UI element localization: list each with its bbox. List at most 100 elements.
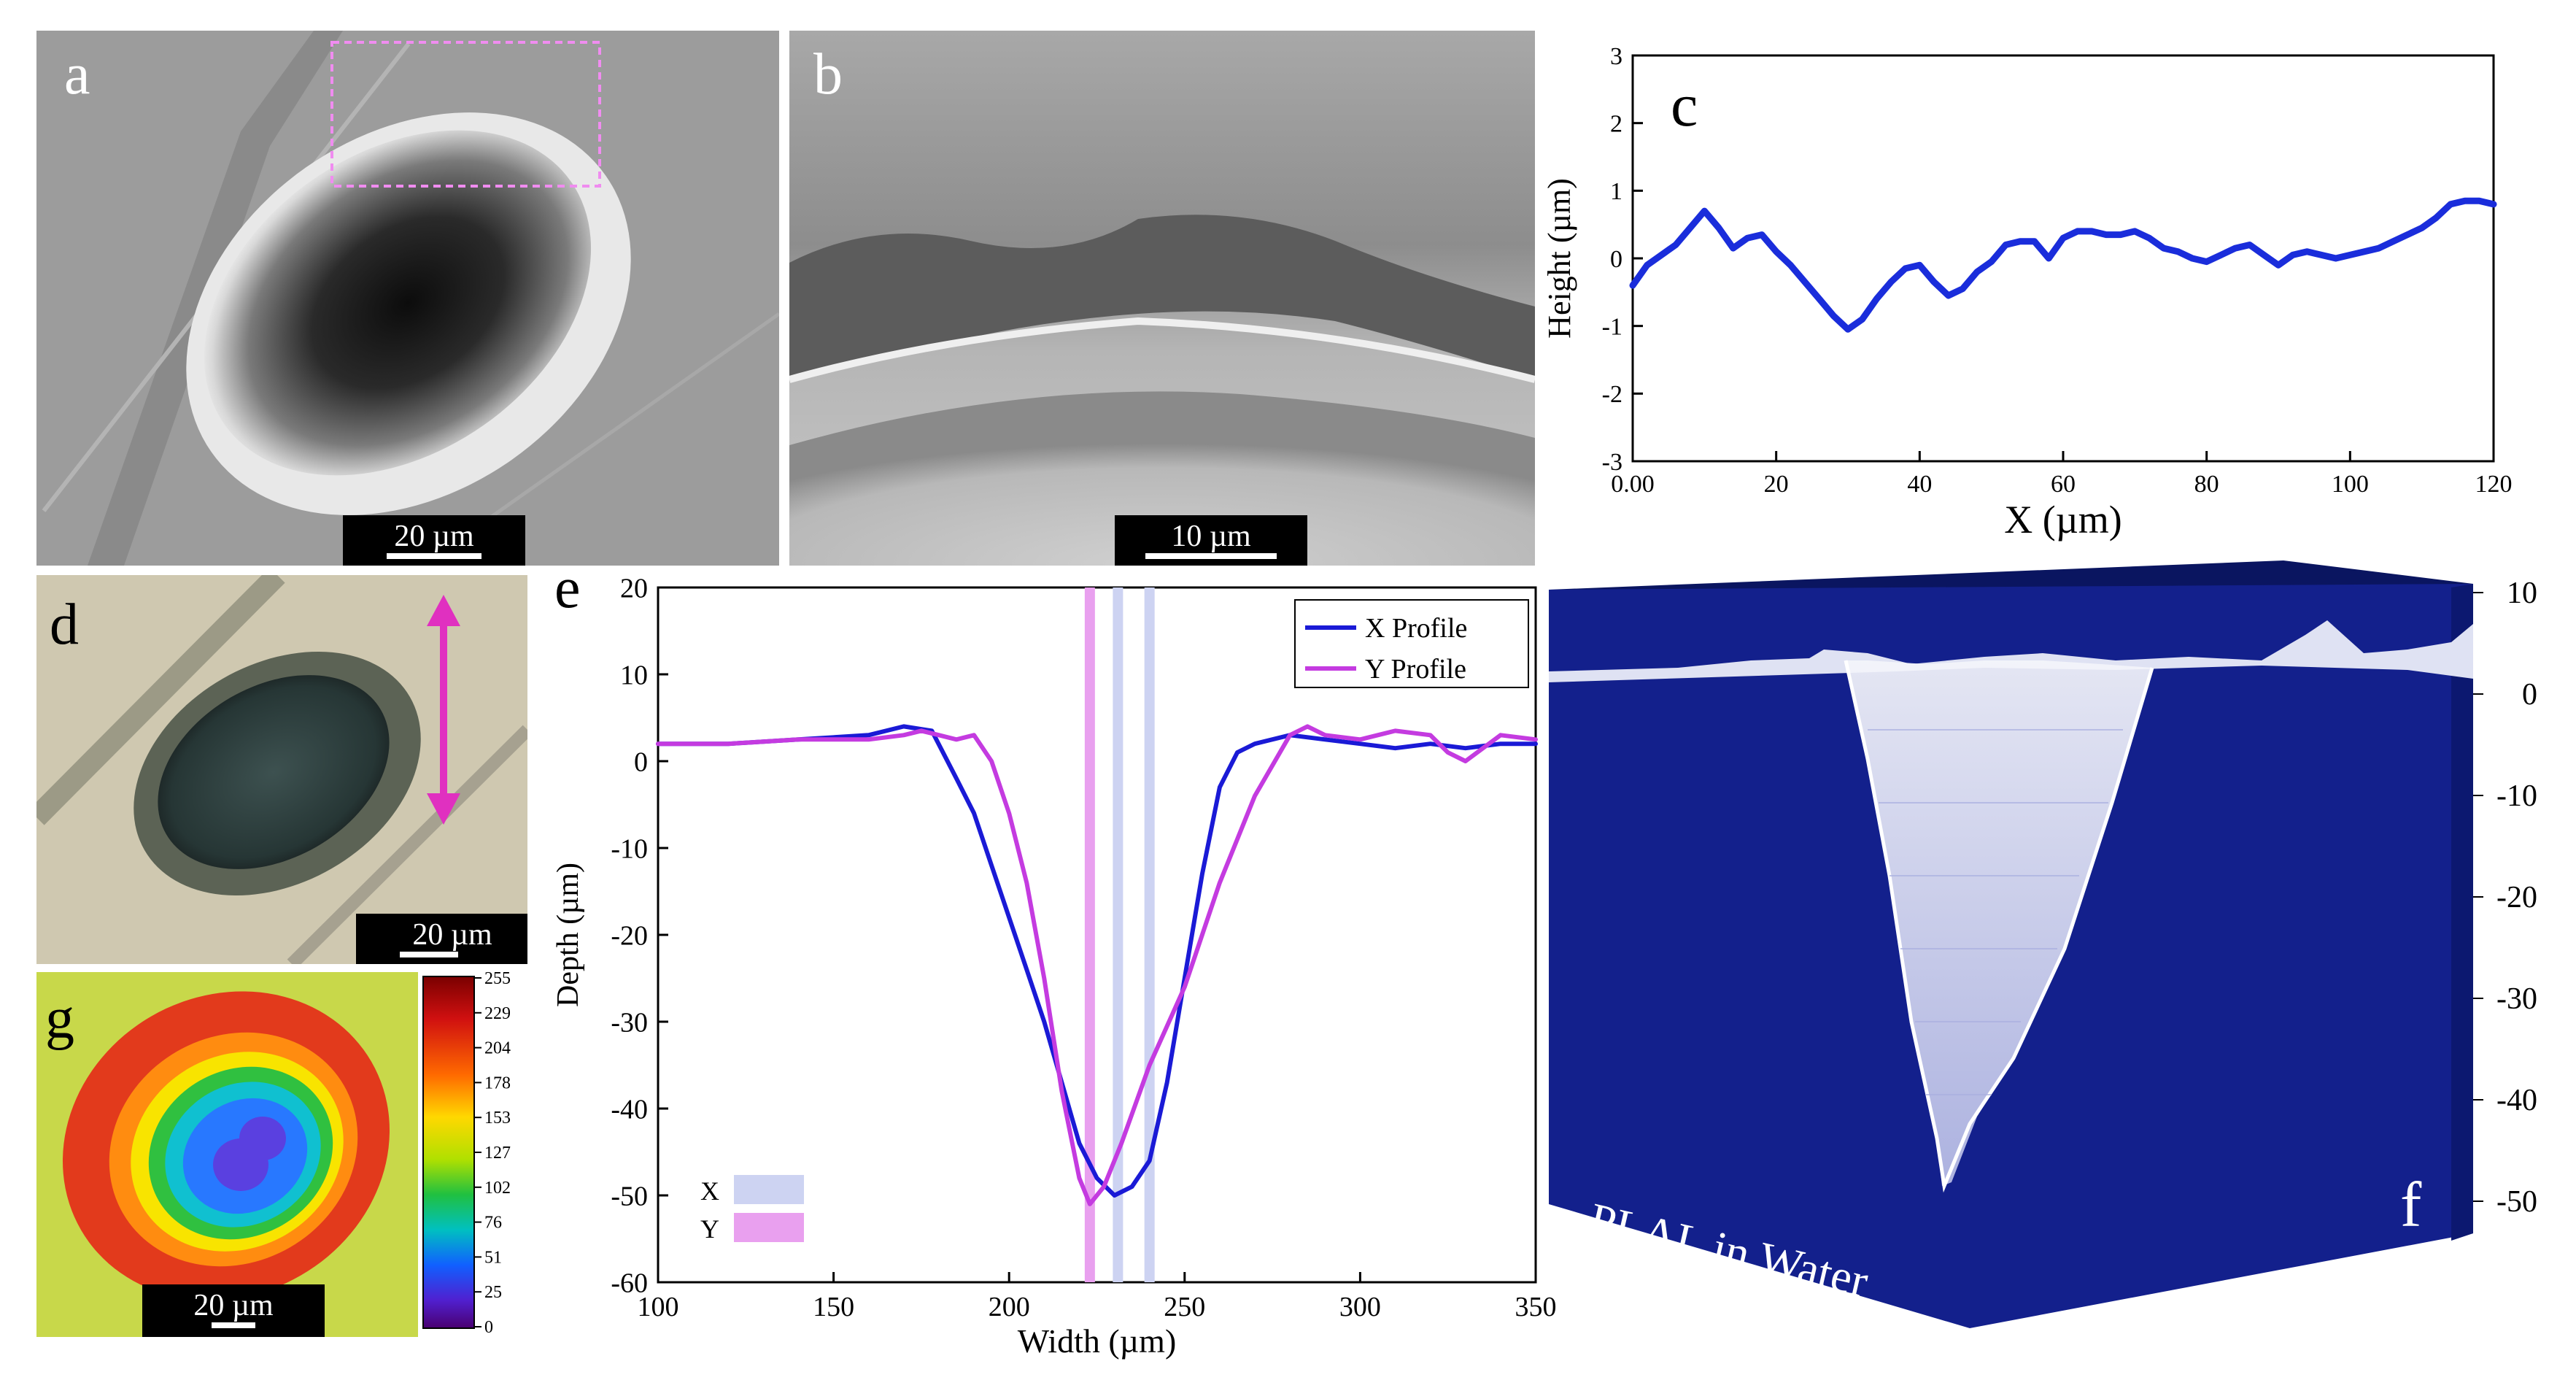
z-tick-label: -40: [2496, 1084, 2537, 1117]
marker-band-y: [1084, 587, 1095, 1282]
y-tick-label: 3: [1610, 43, 1622, 70]
colorbar-tick-label: 51: [484, 1248, 502, 1267]
panel-a-scratch-line: [436, 312, 779, 557]
panel-c-plot-frame: [1631, 54, 2495, 463]
colorbar-tick-label: 255: [484, 969, 511, 988]
x-tick-label: 250: [1164, 1292, 1205, 1322]
panel-d-arrow-head-top: [427, 595, 460, 626]
y-tick-label: 10: [620, 660, 648, 690]
colorbar-tick-label: 25: [484, 1283, 502, 1302]
panel-b-scale-label: 10 µm: [1171, 520, 1251, 553]
panel-a-letter: a: [64, 42, 90, 107]
panel-a: a 20 µm: [36, 31, 779, 566]
x-tick-label: 200: [989, 1292, 1030, 1322]
y-tick-label: -2: [1602, 381, 1622, 408]
series-line-y-profile: [656, 724, 1538, 1206]
panel-f-crater-mesh: [1846, 660, 2152, 1186]
panel-g-scale-bar: [212, 1322, 255, 1328]
panel-f-crater-edge: [1844, 660, 2154, 1193]
inset-legend-swatch: [734, 1175, 804, 1204]
y-tick-label: 0: [1610, 246, 1622, 273]
z-tick-label: -20: [2496, 881, 2537, 914]
y-tick-label: -60: [611, 1268, 648, 1298]
panel-g-contour: [239, 1117, 286, 1160]
x-tick-label: 20: [1764, 471, 1789, 498]
panel-e-chart: 100 150 200 250 300 350 -60 -50 -40 -30 -20 -10 0 10 2…: [552, 573, 1557, 1360]
panel-d-scale-bar: [400, 952, 458, 957]
z-tick-label: 10: [2507, 577, 2537, 610]
x-tick-label: 120: [2475, 471, 2513, 498]
y-tick-label: -20: [611, 920, 648, 951]
panel-e: 100 150 200 250 300 350 -60 -50 -40 -30 -20 -10 0 10 2…: [552, 556, 1557, 1360]
z-tick-label: 0: [2522, 678, 2537, 712]
series-line-x-profile: [656, 724, 1538, 1198]
x-tick-label: 100: [638, 1292, 679, 1322]
y-axis-label: Height (µm): [1542, 178, 1577, 339]
panel-f-z-axis: 10 0 -10 -20 -30 -40 -50: [2473, 577, 2537, 1219]
panel-f-surface-mesh: [1549, 620, 2473, 682]
x-axis-label: X (µm): [2004, 498, 2122, 542]
y-tick-label: -40: [611, 1094, 648, 1125]
panel-e-letter: e: [554, 556, 581, 620]
y-axis-label: Depth (µm): [552, 863, 585, 1007]
colorbar-tick-label: 0: [484, 1318, 493, 1337]
panel-f: PLAL in Water f 100-10-20-30-40-50: [1549, 560, 2537, 1328]
y-tick-label: -3: [1602, 449, 1622, 476]
y-tick-label: -1: [1602, 314, 1622, 341]
series-line-height-profile: [1629, 197, 2497, 333]
y-tick-label: -10: [611, 833, 648, 864]
z-tick-label: -10: [2496, 779, 2537, 813]
colorbar-tick-label: 102: [484, 1179, 511, 1198]
colorbar-tick-label: 178: [484, 1074, 511, 1092]
inset-legend-swatch: [734, 1213, 804, 1242]
y-tick-label: 20: [620, 573, 648, 604]
y-tick-label: -30: [611, 1007, 648, 1038]
colorbar-tick-label: 127: [484, 1144, 511, 1163]
colorbar-tick-label: 76: [484, 1214, 502, 1233]
panel-d-scale-label: 20 µm: [412, 918, 492, 952]
x-tick-label: 80: [2194, 471, 2219, 498]
panel-g: g 20 µm 255 229 204 178 153 127 102 76 51 25 0: [36, 969, 511, 1337]
marker-band-x: [1113, 587, 1123, 1282]
x-tick-label: 150: [813, 1292, 854, 1322]
panel-c-letter: c: [1671, 72, 1698, 139]
z-tick-label: -30: [2496, 982, 2537, 1016]
colorbar-tick-label: 204: [484, 1039, 511, 1058]
x-tick-label: 0.00: [1611, 471, 1655, 498]
inset-legend-label: Y: [700, 1214, 719, 1244]
inset-legend-label: X: [700, 1176, 719, 1206]
panel-c-chart: 0.00 20 40 60 80 100 120 -3 -2 -1 0 1 2 3 X (µm) Height…: [1542, 43, 2513, 542]
panel-d-scratch: [36, 575, 285, 825]
y-tick-label: -50: [611, 1181, 648, 1211]
x-tick-label: 100: [2332, 471, 2369, 498]
x-tick-label: 60: [2051, 471, 2076, 498]
panel-b-letter: b: [813, 42, 843, 107]
panel-g-letter: g: [45, 987, 74, 1051]
panel-d-crater: [158, 675, 390, 869]
panel-a-scale-label: 20 µm: [394, 520, 474, 553]
panel-b-crater-bowl: [789, 391, 1535, 566]
panel-f-letter: f: [2400, 1170, 2422, 1241]
panel-d: d 20 µm: [36, 575, 527, 964]
legend-box: [1294, 599, 1529, 688]
x-axis-label: Width (µm): [1018, 1322, 1177, 1360]
panel-f-side-face: [2451, 584, 2473, 1241]
x-tick-label: 40: [1907, 471, 1932, 498]
panel-a-scale-bar: [387, 553, 481, 559]
panel-d-scratch: [287, 725, 527, 964]
panel-b-scale-bar: [1145, 553, 1277, 559]
panel-d-letter: d: [50, 593, 79, 657]
panel-b: b 10 µm: [789, 31, 1535, 566]
marker-band-x: [1144, 587, 1155, 1282]
y-tick-label: 1: [1610, 178, 1622, 205]
panel-f-mesh-lines: [1868, 729, 2123, 1095]
panel-g-colorbar: [422, 976, 475, 1329]
legend-label: Y Profile: [1365, 654, 1466, 685]
panel-b-ridge-highlight: [789, 317, 1535, 383]
panel-g-scale-label: 20 µm: [193, 1289, 274, 1322]
legend-label: X Profile: [1365, 613, 1467, 644]
x-tick-label: 300: [1339, 1292, 1381, 1322]
y-tick-label: 2: [1610, 111, 1622, 138]
x-tick-label: 350: [1515, 1292, 1557, 1322]
